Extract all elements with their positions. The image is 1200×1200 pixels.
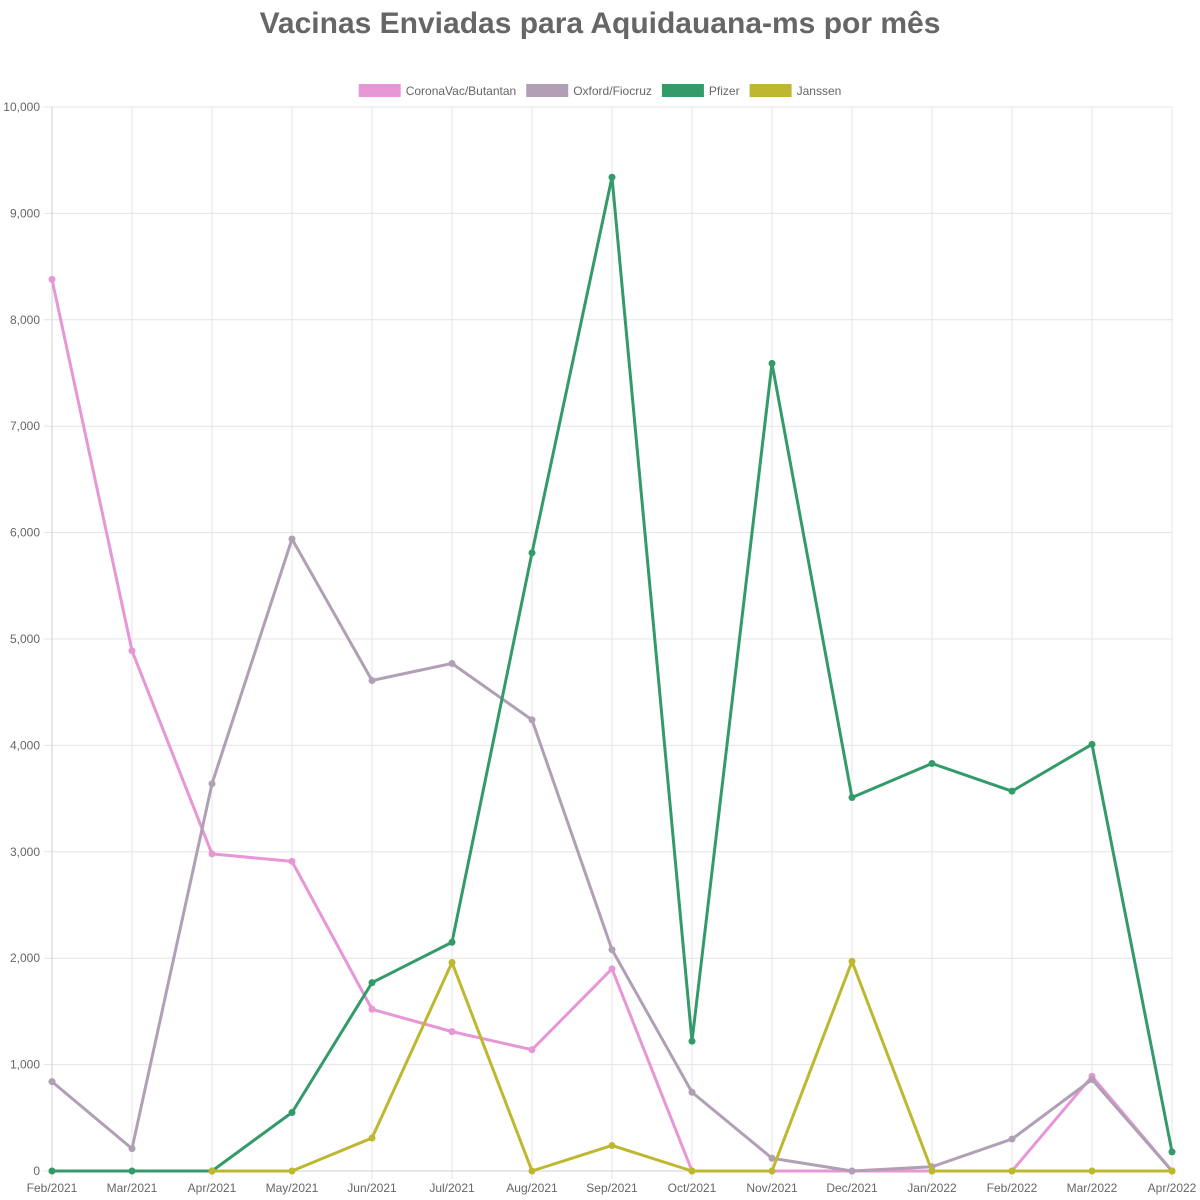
data-point: [848, 1167, 856, 1175]
x-tick-label: Nov/2021: [746, 1181, 798, 1195]
legend-swatch: [661, 84, 704, 97]
data-point: [288, 1108, 296, 1116]
data-point: [368, 1134, 376, 1142]
data-point: [448, 938, 456, 946]
data-point: [368, 1005, 376, 1013]
data-point: [528, 716, 536, 724]
data-point: [208, 780, 216, 788]
data-point: [448, 1028, 456, 1036]
data-point: [1168, 1148, 1176, 1156]
x-tick-label: Apr/2021: [188, 1181, 237, 1195]
x-tick-label: Dec/2021: [826, 1181, 878, 1195]
legend-label: Pfizer: [709, 84, 740, 98]
legend-label: Oxford/Fiocruz: [573, 84, 652, 98]
data-point: [208, 1167, 216, 1175]
data-point: [928, 759, 936, 767]
data-point: [48, 1078, 56, 1086]
x-tick-label: Feb/2022: [987, 1181, 1038, 1195]
data-point: [208, 850, 216, 858]
data-point: [368, 979, 376, 987]
data-point: [288, 857, 296, 865]
x-tick-label: Feb/2021: [27, 1181, 78, 1195]
legend-item-pfizer: Pfizer: [661, 84, 740, 98]
y-tick-label: 1,000: [10, 1058, 40, 1072]
data-point: [1088, 740, 1096, 748]
data-point: [688, 1088, 696, 1096]
legend-label: Janssen: [797, 84, 842, 98]
data-point: [528, 1046, 536, 1054]
data-point: [448, 659, 456, 667]
x-tick-label: Jan/2022: [907, 1181, 957, 1195]
series-janssen: [208, 957, 1176, 1175]
data-point: [1008, 1135, 1016, 1143]
legend-item-coronavac-butantan: CoronaVac/Butantan: [358, 84, 517, 98]
data-point: [1008, 787, 1016, 795]
y-tick-label: 9,000: [10, 206, 40, 220]
data-point: [688, 1037, 696, 1045]
x-tick-label: Oct/2021: [668, 1181, 717, 1195]
x-tick-label: Aug/2021: [506, 1181, 558, 1195]
data-point: [128, 1167, 136, 1175]
x-tick-label: Jun/2021: [347, 1181, 397, 1195]
grid: [44, 106, 1173, 1179]
data-point: [528, 1167, 536, 1175]
y-tick-label: 4,000: [10, 738, 40, 752]
data-point: [608, 946, 616, 954]
legend-item-oxford-fiocruz: Oxford/Fiocruz: [526, 84, 652, 98]
legend-label: CoronaVac/Butantan: [406, 84, 517, 98]
data-point: [1008, 1167, 1016, 1175]
y-tick-label: 7,000: [10, 419, 40, 433]
y-tick-label: 3,000: [10, 845, 40, 859]
data-point: [288, 535, 296, 543]
y-tick-label: 0: [33, 1164, 40, 1178]
x-tick-label: Mar/2022: [1067, 1181, 1118, 1195]
data-point: [48, 1167, 56, 1175]
data-point: [288, 1167, 296, 1175]
data-point: [608, 173, 616, 181]
series-layer: [48, 173, 1176, 1175]
data-point: [768, 1154, 776, 1162]
chart-title: Vacinas Enviadas para Aquidauana-ms por …: [259, 7, 941, 40]
x-tick-label: May/2021: [266, 1181, 319, 1195]
y-tick-label: 6,000: [10, 526, 40, 540]
y-tick-label: 2,000: [10, 951, 40, 965]
data-point: [368, 676, 376, 684]
data-point: [128, 1145, 136, 1153]
data-point: [128, 647, 136, 655]
data-point: [1088, 1167, 1096, 1175]
y-tick-label: 8,000: [10, 313, 40, 327]
data-point: [768, 1167, 776, 1175]
data-point: [688, 1167, 696, 1175]
data-point: [1088, 1075, 1096, 1083]
data-point: [768, 359, 776, 367]
legend-swatch: [749, 84, 792, 97]
legend-swatch: [358, 84, 401, 97]
x-tick-label: Jul/2021: [429, 1181, 475, 1195]
data-point: [928, 1167, 936, 1175]
legend-swatch: [526, 84, 569, 97]
data-point: [608, 965, 616, 973]
legend: CoronaVac/Butantan Oxford/Fiocruz Pfizer Ja…: [358, 84, 842, 98]
y-tick-label: 10,000: [3, 100, 40, 114]
axes: 0 1,000 2,000 3,000 4,000 5,000 6,000 7,000 8,00…: [3, 100, 1196, 1195]
data-point: [848, 794, 856, 802]
data-point: [48, 275, 56, 283]
data-point: [528, 549, 536, 557]
data-point: [1168, 1167, 1176, 1175]
data-point: [608, 1141, 616, 1149]
x-tick-label: Apr/2022: [1148, 1181, 1197, 1195]
data-point: [848, 957, 856, 965]
data-point: [448, 958, 456, 966]
legend-item-janssen: Janssen: [749, 84, 842, 98]
y-tick-label: 5,000: [10, 632, 40, 646]
x-tick-label: Sep/2021: [586, 1181, 638, 1195]
x-tick-label: Mar/2021: [107, 1181, 158, 1195]
